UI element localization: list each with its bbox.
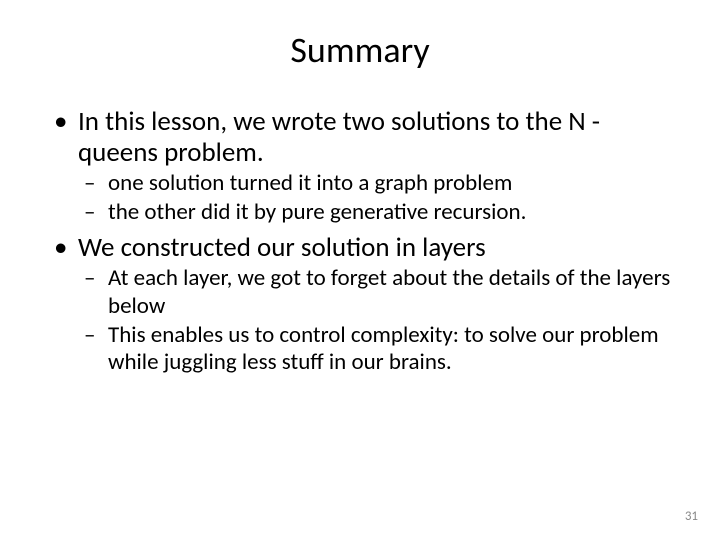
- slide: Summary In this lesson, we wrote two sol…: [0, 0, 720, 540]
- bullet-text: one solution turned it into a graph prob…: [108, 169, 512, 197]
- bullet-text: the other did it by pure generative recu…: [108, 198, 526, 226]
- slide-title: Summary: [48, 28, 672, 72]
- bullet-text: This enables us to control complexity: t…: [108, 321, 659, 376]
- bullet-text: In this lesson, we wrote two solutions t…: [78, 105, 600, 169]
- page-number: 31: [685, 509, 698, 524]
- bullet-level1: In this lesson, we wrote two solutions t…: [48, 106, 672, 226]
- bullet-text: At each layer, we got to forget about th…: [108, 264, 670, 319]
- bullet-sublist: At each layer, we got to forget about th…: [78, 265, 672, 376]
- bullet-level1: We constructed our solution in layers At…: [48, 232, 672, 376]
- bullet-sublist: one solution turned it into a graph prob…: [78, 170, 672, 226]
- bullet-list: In this lesson, we wrote two solutions t…: [48, 106, 672, 376]
- bullet-level2: the other did it by pure generative recu…: [78, 199, 672, 226]
- bullet-level2: one solution turned it into a graph prob…: [78, 170, 672, 197]
- bullet-text: We constructed our solution in layers: [78, 231, 486, 264]
- bullet-level2: This enables us to control complexity: t…: [78, 322, 672, 376]
- bullet-level2: At each layer, we got to forget about th…: [78, 265, 672, 319]
